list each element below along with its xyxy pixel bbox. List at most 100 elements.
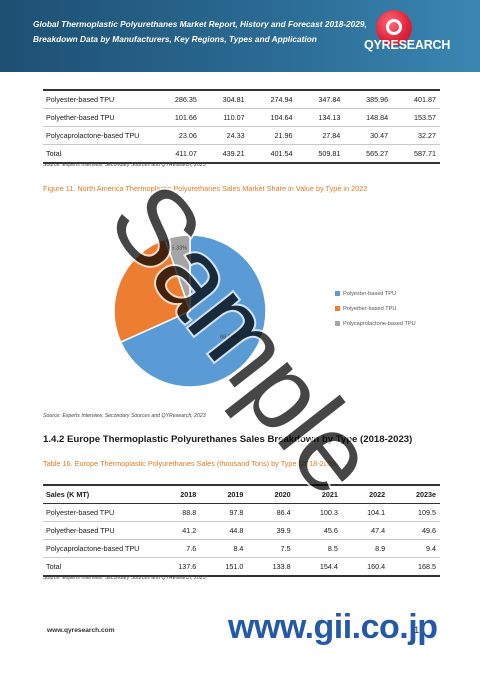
report-title-line-2: Breakdown Data by Manufacturers, Key Reg… <box>33 34 317 44</box>
page-number: 12 <box>414 625 425 636</box>
table-cell: 86.4 <box>247 503 295 522</box>
table-cell: 44.8 <box>200 521 248 540</box>
report-header: Global Thermoplastic Polyurethanes Marke… <box>0 0 480 72</box>
row-label: Polyester-based TPU <box>43 90 153 109</box>
table-cell: 23.06 <box>153 126 201 145</box>
table-row: Polyether-based TPU 41.2 44.8 39.9 45.6 … <box>43 521 440 540</box>
table-cell: 97.8 <box>200 503 248 522</box>
table-cell: 137.6 <box>153 557 201 577</box>
table-cell: 148.84 <box>344 108 393 127</box>
pie-slice <box>119 234 267 388</box>
table-cell: 151.0 <box>200 557 248 577</box>
table-cell: 110.07 <box>200 108 249 127</box>
table-cell: 100.3 <box>294 503 342 522</box>
table-cell: 304.81 <box>200 90 249 109</box>
report-title-line-1: Global Thermoplastic Polyurethanes Marke… <box>33 19 367 29</box>
table-source-note: Source: Experts Interview, Secondary Sou… <box>43 575 206 581</box>
table-cell: 286.35 <box>153 90 201 109</box>
row-label: Polyether-based TPU <box>43 521 153 540</box>
table-cell: 565.27 <box>344 144 393 164</box>
table-row: Polyether-based TPU 101.66 110.07 104.64… <box>43 108 440 127</box>
table-cell: 45.6 <box>294 521 342 540</box>
table-cell: 411.07 <box>153 144 201 164</box>
table-cell: 49.6 <box>389 521 440 540</box>
table-cell: 39.9 <box>247 521 295 540</box>
table-header-row: Sales (K MT) 2018 2019 2020 2021 2022 20… <box>43 485 440 504</box>
table-cell: 160.4 <box>341 557 390 577</box>
figure-caption: Figure 11. North America Thermoplastic P… <box>43 184 368 193</box>
row-label: Polyester-based TPU <box>43 503 153 522</box>
table-cell: 8.5 <box>294 539 342 558</box>
table-cell: 587.71 <box>392 144 440 164</box>
legend-label: Polycaprolactone-based TPU <box>343 321 416 327</box>
column-header: 2021 <box>294 485 342 504</box>
row-label: Polycaprolactone-based TPU <box>43 126 153 145</box>
table-cell: 134.13 <box>296 108 345 127</box>
table-cell: 509.81 <box>296 144 345 164</box>
table-cell: 9.4 <box>389 539 440 558</box>
table-cell: 274.94 <box>248 90 297 109</box>
table-cell: 101.66 <box>153 108 201 127</box>
europe-sales-table: Sales (K MT) 2018 2019 2020 2021 2022 20… <box>43 484 440 577</box>
table-cell: 27.84 <box>296 126 345 145</box>
table-cell: 153.57 <box>392 108 440 127</box>
table-cell: 439.21 <box>200 144 249 164</box>
legend-label: Polyester-based TPU <box>343 291 397 297</box>
column-header: Sales (K MT) <box>43 485 153 504</box>
chart-legend: Polyester-based TPU Polyether-based TPU … <box>335 291 416 336</box>
table-cell: 47.4 <box>341 521 390 540</box>
column-header: 2020 <box>247 485 295 504</box>
site-watermark: www.gii.co.jp <box>228 608 438 646</box>
logo-globe-icon <box>376 10 412 46</box>
pie-slice <box>113 238 191 344</box>
table-cell: 109.5 <box>389 503 440 522</box>
table-row-total: Total 411.07 439.21 401.54 509.81 565.27… <box>43 144 440 164</box>
table-cell: 21.96 <box>248 126 297 145</box>
row-label: Polyether-based TPU <box>43 108 153 127</box>
table-cell: 30.47 <box>344 126 393 145</box>
table-cell: 7.5 <box>247 539 295 558</box>
legend-item: Polycaprolactone-based TPU <box>335 321 416 336</box>
table-cell: 24.33 <box>200 126 249 145</box>
column-header: 2019 <box>200 485 248 504</box>
legend-label: Polyether-based TPU <box>343 306 397 312</box>
pie-slice <box>164 234 191 312</box>
column-header: 2023e <box>389 485 440 504</box>
table-row-total: Total 137.6 151.0 133.8 154.4 160.4 168.… <box>43 557 440 577</box>
table-cell: 104.1 <box>341 503 390 522</box>
column-header: 2022 <box>341 485 390 504</box>
table-cell: 347.84 <box>296 90 345 109</box>
table-cell: 7.6 <box>153 539 201 558</box>
column-header: 2018 <box>153 485 201 504</box>
footer-website[interactable]: www.qyresearch.com <box>47 627 115 634</box>
row-label: Polycaprolactone-based TPU <box>43 539 153 558</box>
row-label: Total <box>43 144 153 164</box>
legend-swatch <box>335 291 340 297</box>
table-row: Polyester-based TPU 88.8 97.8 86.4 100.3… <box>43 503 440 522</box>
table-caption: Table 16. Europe Thermoplastic Polyureth… <box>43 459 339 468</box>
table-cell: 88.8 <box>153 503 201 522</box>
table-cell: 32.27 <box>392 126 440 145</box>
qyresearch-logo: QYRESEARCH <box>362 10 466 58</box>
pie-data-label: 5.33% <box>171 245 187 251</box>
table-cell: 8.4 <box>200 539 248 558</box>
table-row: Polycaprolactone-based TPU 23.06 24.33 2… <box>43 126 440 145</box>
table-row: Polycaprolactone-based TPU 7.6 8.4 7.5 8… <box>43 539 440 558</box>
north-america-sales-table: Polyester-based TPU 286.35 304.81 274.94… <box>43 89 440 164</box>
pie-chart: 68.28% 5.33% <box>113 234 267 388</box>
table-source-note: Source: Experts Interview, Secondary Sou… <box>43 162 206 168</box>
table-cell: 104.64 <box>248 108 297 127</box>
table-cell: 41.2 <box>153 521 201 540</box>
row-label: Total <box>43 557 153 577</box>
pie-data-label: 68.28% <box>220 335 239 341</box>
figure-source-note: Source: Experts Interview, Secondary Sou… <box>43 413 206 419</box>
table-cell: 385.96 <box>344 90 393 109</box>
legend-item: Polyether-based TPU <box>335 306 416 321</box>
logo-text: QYRESEARCH <box>364 38 451 52</box>
table-cell: 154.4 <box>294 557 342 577</box>
table-cell: 8.9 <box>341 539 390 558</box>
table-cell: 401.87 <box>392 90 440 109</box>
table-cell: 401.54 <box>248 144 297 164</box>
legend-swatch <box>335 306 340 312</box>
table-row: Polyester-based TPU 286.35 304.81 274.94… <box>43 90 440 109</box>
